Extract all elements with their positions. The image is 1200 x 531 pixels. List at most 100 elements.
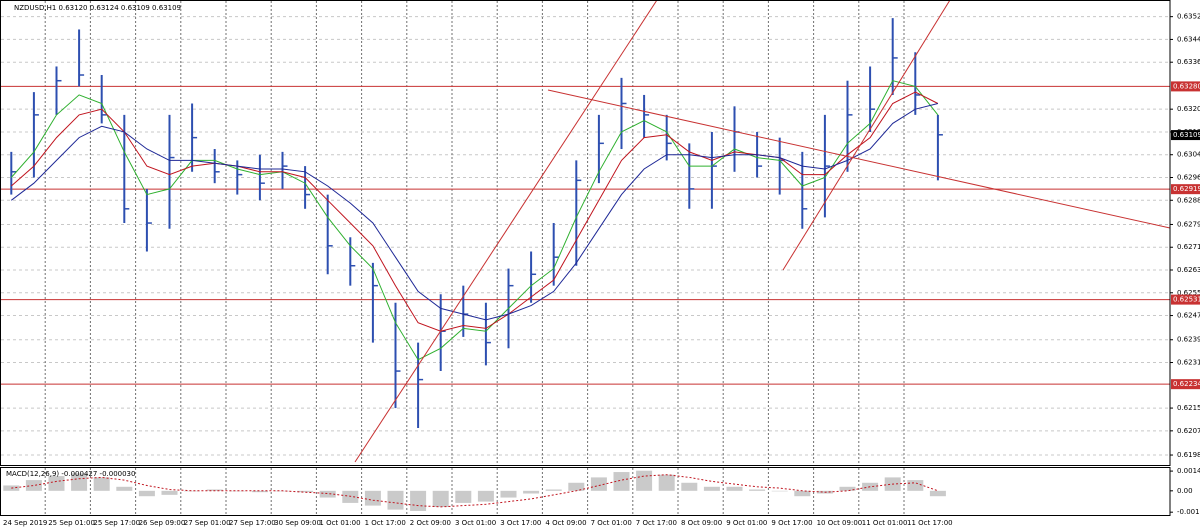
y-tick-label: 0.63365 bbox=[1177, 58, 1200, 66]
histogram-bar bbox=[613, 472, 630, 491]
histogram-bar bbox=[184, 490, 201, 492]
histogram-bar bbox=[749, 489, 766, 491]
x-tick-label: 9 Oct 01:00 bbox=[726, 519, 767, 527]
histogram-bar bbox=[568, 482, 585, 491]
level-label: 0.62234 bbox=[1173, 380, 1200, 388]
x-tick-label: 25 Sep 01:00 bbox=[48, 519, 95, 527]
histogram-bar bbox=[410, 490, 427, 511]
x-tick-label: 4 Oct 09:00 bbox=[545, 519, 586, 527]
x-tick-label: 3 Oct 01:00 bbox=[455, 519, 496, 527]
trend-line bbox=[354, 0, 658, 463]
x-tick-label: 24 Sep 2019 bbox=[3, 519, 47, 527]
y-tick-label: 0.62795 bbox=[1177, 220, 1200, 228]
x-tick-label: 11 Oct 17:00 bbox=[907, 519, 953, 527]
x-tick-label: 8 Oct 09:00 bbox=[681, 519, 722, 527]
histogram-bar bbox=[48, 476, 65, 491]
y-tick-label: 0.62635 bbox=[1177, 266, 1200, 274]
x-tick-label: 27 Sep 01:00 bbox=[184, 519, 231, 527]
histogram-bar bbox=[545, 489, 562, 491]
histogram-bar bbox=[93, 477, 110, 491]
moving-average bbox=[10, 91, 939, 332]
x-tick-label: 10 Oct 09:00 bbox=[817, 519, 863, 527]
marks bbox=[3, 18, 946, 511]
x-tick-label: 30 Sep 09:00 bbox=[274, 519, 321, 527]
histogram-bar bbox=[297, 490, 314, 493]
histogram-bar bbox=[455, 490, 472, 503]
y-tick-label: -0.00159 bbox=[1177, 508, 1200, 516]
histogram-bar bbox=[477, 490, 494, 502]
moving-average bbox=[10, 80, 939, 361]
histogram-bar bbox=[432, 490, 449, 507]
macd-frame bbox=[0, 467, 1171, 516]
signal-line bbox=[11, 474, 939, 508]
histogram-bar bbox=[364, 490, 381, 506]
level-label: 0.62531 bbox=[1173, 296, 1200, 304]
price-label: 0.63109 bbox=[1173, 131, 1200, 139]
price-box bbox=[1171, 130, 1200, 141]
histogram-bar bbox=[907, 480, 924, 491]
histogram-bar bbox=[523, 490, 540, 494]
x-tick-label: 9 Oct 17:00 bbox=[771, 519, 812, 527]
level-box bbox=[1171, 294, 1200, 305]
y-tick-label: 0.62555 bbox=[1177, 289, 1200, 297]
chart-title: NZDUSD,H1 0.63120 0.63124 0.63109 0.6310… bbox=[14, 4, 181, 12]
histogram-bar bbox=[500, 490, 517, 498]
x-tick-label: 1 Oct 01:00 bbox=[319, 519, 360, 527]
histogram-bar bbox=[636, 470, 653, 491]
histogram-bar bbox=[794, 490, 811, 497]
histogram-bar bbox=[319, 490, 336, 498]
level-label: 0.63280 bbox=[1173, 82, 1200, 90]
x-tick-label: 26 Sep 09:00 bbox=[139, 519, 186, 527]
y-tick-label: 0.00147 bbox=[1177, 467, 1200, 475]
x-tick-label: 1 Oct 17:00 bbox=[365, 519, 406, 527]
histogram-bar bbox=[206, 489, 223, 491]
level-box bbox=[1171, 379, 1200, 390]
main-frame bbox=[0, 0, 1171, 466]
x-tick-label: 3 Oct 17:00 bbox=[500, 519, 541, 527]
y-tick-label: 0.63445 bbox=[1177, 35, 1200, 43]
moving-average bbox=[10, 103, 939, 321]
x-tick-label: 7 Oct 01:00 bbox=[591, 519, 632, 527]
level-box bbox=[1171, 81, 1200, 92]
histogram-bar bbox=[771, 490, 788, 492]
histogram-bar bbox=[116, 486, 133, 491]
y-tick-label: 0.61985 bbox=[1177, 451, 1200, 459]
trend-line bbox=[547, 89, 1171, 229]
axis: 0.635250.634450.633650.632000.631200.630… bbox=[3, 13, 1200, 527]
histogram-bar bbox=[25, 480, 42, 491]
histogram-bar bbox=[590, 477, 607, 491]
histogram-bar bbox=[251, 490, 268, 493]
level-box bbox=[1171, 184, 1200, 195]
y-tick-label: 0.62715 bbox=[1177, 243, 1200, 251]
histogram-bar bbox=[3, 485, 20, 491]
macd-title: MACD(12,26,9) -0.000427 -0.000030 bbox=[6, 470, 135, 478]
grid bbox=[1, 1, 1170, 515]
histogram-bar bbox=[387, 490, 404, 510]
histogram-bar bbox=[726, 486, 743, 491]
histogram-bar bbox=[839, 486, 856, 491]
y-tick-label: 0.00 bbox=[1177, 487, 1193, 495]
y-tick-label: 0.63525 bbox=[1177, 13, 1200, 21]
histogram-bar bbox=[658, 474, 675, 491]
x-tick-label: 11 Oct 01:00 bbox=[862, 519, 908, 527]
histogram-bar bbox=[71, 473, 88, 491]
histogram-bar bbox=[703, 486, 720, 491]
x-tick-label: 27 Sep 17:00 bbox=[229, 519, 276, 527]
trend-line bbox=[782, 0, 951, 271]
level-label: 0.62919 bbox=[1173, 185, 1200, 193]
histogram-bar bbox=[681, 482, 698, 491]
histogram-bar bbox=[161, 490, 178, 495]
histogram-bar bbox=[342, 490, 359, 503]
histogram-bar bbox=[229, 490, 246, 492]
x-tick-label: 2 Oct 09:00 bbox=[410, 519, 451, 527]
